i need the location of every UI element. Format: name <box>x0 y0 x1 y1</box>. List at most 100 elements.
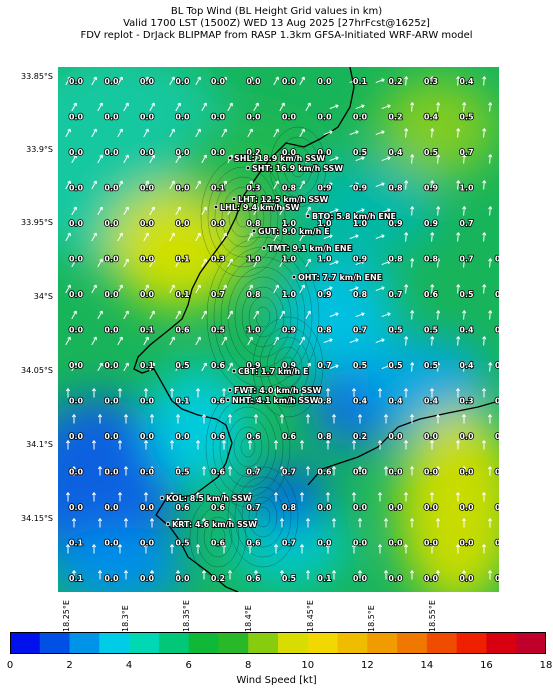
wind-arrow <box>253 206 259 216</box>
grid-value: 0.5 <box>459 113 474 122</box>
wind-arrow <box>117 492 123 502</box>
site-label: TMT: 9.1 km/h ENE <box>268 244 352 253</box>
grid-value: 0.6 <box>246 574 261 583</box>
wind-arrow <box>201 206 207 216</box>
wind-arrow <box>149 310 155 320</box>
wind-arrow <box>273 388 279 398</box>
grid-value: 0.0 <box>104 574 119 583</box>
wind-arrow <box>456 128 461 138</box>
wind-arrow <box>410 206 415 216</box>
wind-arrow <box>404 336 409 346</box>
wind-arrow <box>169 492 175 502</box>
colorbar-segment <box>426 632 458 654</box>
wind-arrow <box>488 102 493 112</box>
grid-value: 0.0 <box>175 184 190 193</box>
colorbar-tick: 14 <box>420 660 434 671</box>
grid-value: 1.0 <box>246 326 261 335</box>
wind-arrow <box>377 440 383 450</box>
grid-value: 0.8 <box>317 326 332 335</box>
wind-arrow <box>375 234 385 240</box>
grid-value: 0.1 <box>140 326 155 335</box>
wind-arrow <box>221 180 227 190</box>
site-label: NHT: 4.1 km/h SSW <box>232 396 319 405</box>
wind-arrow <box>404 180 409 190</box>
wind-arrow <box>91 232 97 242</box>
colorbar-segment <box>39 632 71 654</box>
wind-arrow <box>331 466 337 476</box>
wind-arrow <box>488 206 493 216</box>
wind-arrow <box>429 388 435 398</box>
wind-arrow <box>123 154 129 164</box>
wind-arrow <box>299 232 305 242</box>
grid-value: 0.2 <box>211 574 225 583</box>
wind-arrow <box>123 570 129 580</box>
colorbar-segment <box>248 632 279 654</box>
longitude-label: 18.5°E <box>367 605 376 632</box>
wind-arrow <box>195 544 201 554</box>
wind-arrow <box>429 440 435 450</box>
colorbar-tick: 10 <box>301 660 315 671</box>
wind-arrow <box>481 388 487 398</box>
grid-value: 0.3 <box>459 397 473 406</box>
grid-value: 0.0 <box>104 468 119 477</box>
wind-arrow <box>169 76 175 86</box>
wind-arrow <box>299 180 305 190</box>
wind-arrow <box>329 156 339 162</box>
grid-value: 0.3 <box>246 184 260 193</box>
wind-arrow <box>247 440 253 450</box>
grid-value: 0.0 <box>459 468 474 477</box>
colorbar-segment <box>337 632 368 654</box>
wind-arrow <box>279 518 285 528</box>
site-marker: KOL: 8.5 km/h SSW <box>159 493 253 504</box>
wind-arrow <box>91 492 97 502</box>
wind-arrow <box>355 312 365 318</box>
grid-value: 0.0 <box>140 184 155 193</box>
colorbar-tick: 4 <box>125 660 133 671</box>
wind-arrow <box>487 414 493 424</box>
wind-arrow <box>456 232 461 242</box>
wind-arrow <box>117 284 123 294</box>
grid-value: 0.0 <box>495 468 499 477</box>
wind-arrow <box>375 78 385 84</box>
grid-value: 0.0 <box>69 148 84 157</box>
wind-arrow <box>351 492 357 502</box>
wind-arrow <box>429 492 435 502</box>
wind-map: 0.0 0.0 0.0 0.0 0.0 0.0 0.0 0.0 0.1 0.2 0.3 0.4 0.0 0… <box>58 67 499 592</box>
wind-arrow <box>279 570 285 580</box>
wind-arrow <box>436 102 441 112</box>
grid-value: 0.0 <box>104 77 119 86</box>
grid-value: 0.0 <box>140 539 155 548</box>
wind-arrow <box>430 336 435 346</box>
wind-arrow <box>323 182 333 188</box>
wind-arrow <box>481 492 487 502</box>
wind-arrow <box>299 440 305 450</box>
wind-arrow <box>349 286 359 292</box>
wind-arrow <box>404 284 409 294</box>
wind-arrow <box>482 284 487 294</box>
colorbar-tick: 8 <box>245 660 252 671</box>
wind-arrow <box>429 544 435 554</box>
wind-arrow <box>71 570 77 580</box>
wind-arrow <box>487 570 493 580</box>
grid-value: 1.0 <box>317 255 332 264</box>
wind-arrow <box>381 260 391 266</box>
wind-arrow <box>351 440 357 450</box>
wind-arrow <box>227 258 233 268</box>
wind-arrow <box>117 180 123 190</box>
wind-arrow <box>65 440 71 450</box>
grid-value: 0.0 <box>140 468 155 477</box>
wind-arrow <box>169 128 175 138</box>
site-marker: BTO: 5.8 km/h ENE <box>305 211 397 222</box>
grid-value: 0.0 <box>69 468 84 477</box>
wind-arrow <box>409 466 415 476</box>
wind-arrow <box>403 492 409 502</box>
wind-arrow <box>71 154 77 164</box>
grid-value: 0.7 <box>459 219 473 228</box>
grid-value: 0.8 <box>282 503 297 512</box>
wind-arrow <box>377 544 383 554</box>
wind-arrow <box>149 362 155 372</box>
wind-arrow <box>175 206 181 216</box>
wind-arrow <box>143 544 149 554</box>
wind-arrow <box>482 76 487 86</box>
colorbar-tick: 2 <box>66 660 73 671</box>
